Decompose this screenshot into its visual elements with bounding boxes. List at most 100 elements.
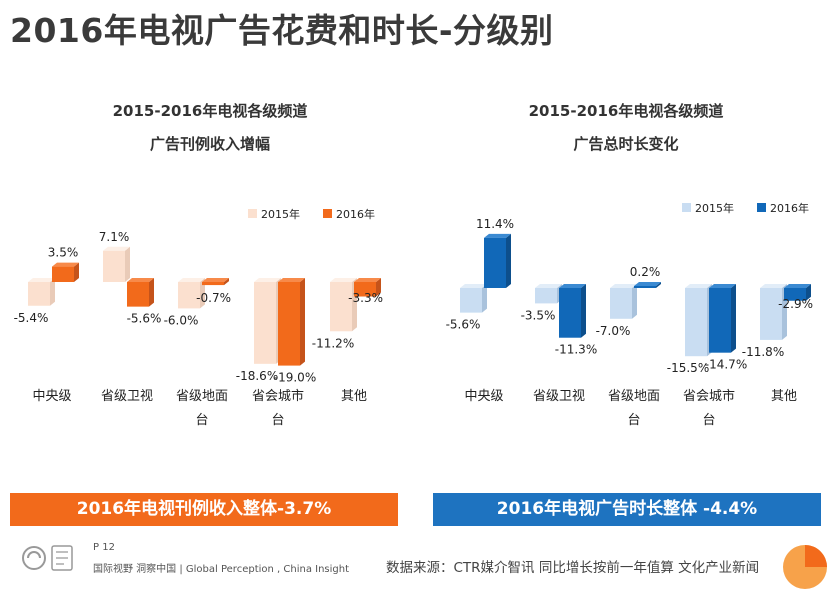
bar-2015 [610,288,632,319]
bar-2016 [127,282,149,307]
bar-2016-label: -5.6% [127,312,162,326]
bar-2016-top [202,278,229,282]
bar-2015-side [632,284,637,319]
bar-2016-top [634,282,661,286]
bar-2016-side [731,284,736,353]
bar-2016-label: -0.7% [196,291,231,305]
category-label: 省级地面 [608,389,660,404]
right-chart-title-line2: 广告总时长变化 [573,135,679,153]
bar-2015-label: -11.2% [312,336,354,350]
category-label: 台 [271,413,284,428]
left-chart-title-line1: 2015-2016年电视各级频道 [112,102,308,120]
bar-2016-side [806,284,811,301]
category-label: 省级地面 [176,389,228,404]
left-chart-title: 2015-2016年电视各级频道 广告刊例收入增幅 [10,95,410,161]
legend-label-2016: 2016年 [336,207,375,221]
bar-2016 [709,288,731,353]
bar-2015-side [50,278,55,306]
bar-2015-label: -15.5% [667,361,709,375]
bar-2016 [784,288,806,301]
category-label: 台 [627,413,640,428]
left-bar-chart: 2015年 2016年 -5.4% 3.5% 中央级 7.1% -5.6% 省级卫视 -6.0%… [14,207,383,428]
bar-2015-top [254,278,281,282]
bar-2016 [202,282,224,286]
bar-2015-top [685,284,712,288]
bar-2016-top [559,284,586,288]
bar-2015-top [178,278,205,282]
right-chart-title: 2015-2016年电视各级频道 广告总时长变化 [426,95,826,161]
bar-2016-top [784,284,811,288]
legend-swatch-2015 [248,209,257,218]
bar-group: -5.6% 11.4% 中央级 [446,217,514,404]
legend-label-2015: 2015年 [695,201,734,215]
bar-2015 [103,250,125,282]
bar-2015 [535,288,557,304]
left-summary-banner: 2016年电视刊例收入整体-3.7% [10,493,398,526]
right-bar-chart: 2015年 2016年 -5.6% 11.4% 中央级 -3.5% -11.3% 省级卫视 -7… [446,201,813,428]
footer-brand: P 12 国际视野 洞察中国 | Global Perception , Chi… [8,540,349,580]
bar-2016-label: -14.7% [705,358,747,372]
right-chart-title-line1: 2015-2016年电视各级频道 [528,102,724,120]
legend-swatch-2016 [757,203,766,212]
left-chart-title-line2: 广告刊例收入增幅 [149,135,270,153]
bar-group: -11.8% -2.9% 其他 [742,284,813,404]
bar-2015 [178,282,200,309]
bar-2015-label: -3.5% [521,308,556,322]
data-source-note: 数据来源：CTR媒介智讯 同比增长按前一年值算 文化产业新闻 [386,560,760,576]
bar-2016-label: 11.4% [476,217,514,231]
bar-2016-side [376,278,381,297]
bar-2016-top [52,262,79,267]
bar-2016-label: -19.0% [274,371,316,385]
bar-2016-side [656,282,661,288]
bar-2015-top [760,284,787,288]
bar-2016-top [127,278,154,282]
bar-2015-label: -5.4% [14,311,49,325]
bar-2015-label: -18.6% [236,369,278,383]
bar-group: -5.4% 3.5% 中央级 [14,246,79,404]
bar-2016-label: -2.9% [778,297,813,311]
certification-logo-icon [22,545,73,571]
legend-label-2015: 2015年 [261,207,300,221]
bar-2015-side [482,284,487,313]
bar-2015 [28,282,50,306]
bar-2016 [354,282,376,297]
bar-2015-top [460,284,487,288]
page-title: 2016年电视广告花费和时长-分级别 [10,11,554,50]
bar-2016 [484,237,506,288]
category-label: 台 [195,413,208,428]
legend-swatch-2016 [323,209,332,218]
ctr-logo-icon [783,545,827,589]
bar-group: 7.1% -5.6% 省级卫视 [99,230,162,404]
category-label: 中央级 [464,389,503,404]
bar-2016-side [149,278,154,307]
bar-2016 [278,282,300,366]
bar-2016-side [581,284,586,338]
bar-2015-label: -5.6% [446,318,481,332]
bar-2015-top [330,278,357,282]
chart-legend: 2015年 2016年 [682,201,809,215]
bar-2015-top [103,246,130,251]
bar-2015-top [535,284,562,288]
bar-2016-top [484,233,511,238]
bar-2016-side [74,262,79,282]
chart-legend: 2015年 2016年 [248,207,375,221]
category-label: 省会城市 [683,388,735,404]
bar-2015-top [610,284,637,288]
bar-2016-side [506,233,511,288]
category-label: 其他 [771,389,797,404]
bar-2015-label: 7.1% [99,230,130,244]
bar-group: -11.2% -3.3% 其他 [312,278,383,404]
bar-2016-label: -3.3% [348,291,383,305]
category-label: 中央级 [32,389,71,404]
bar-2016-top [278,278,305,282]
legend-label-2016: 2016年 [770,201,809,215]
bar-2015 [460,288,482,313]
category-label: 省会城市 [252,388,304,404]
bar-2015 [254,282,276,364]
bar-2016 [52,266,74,282]
category-label: 省级卫视 [101,389,153,404]
bar-2016-top [354,278,381,282]
